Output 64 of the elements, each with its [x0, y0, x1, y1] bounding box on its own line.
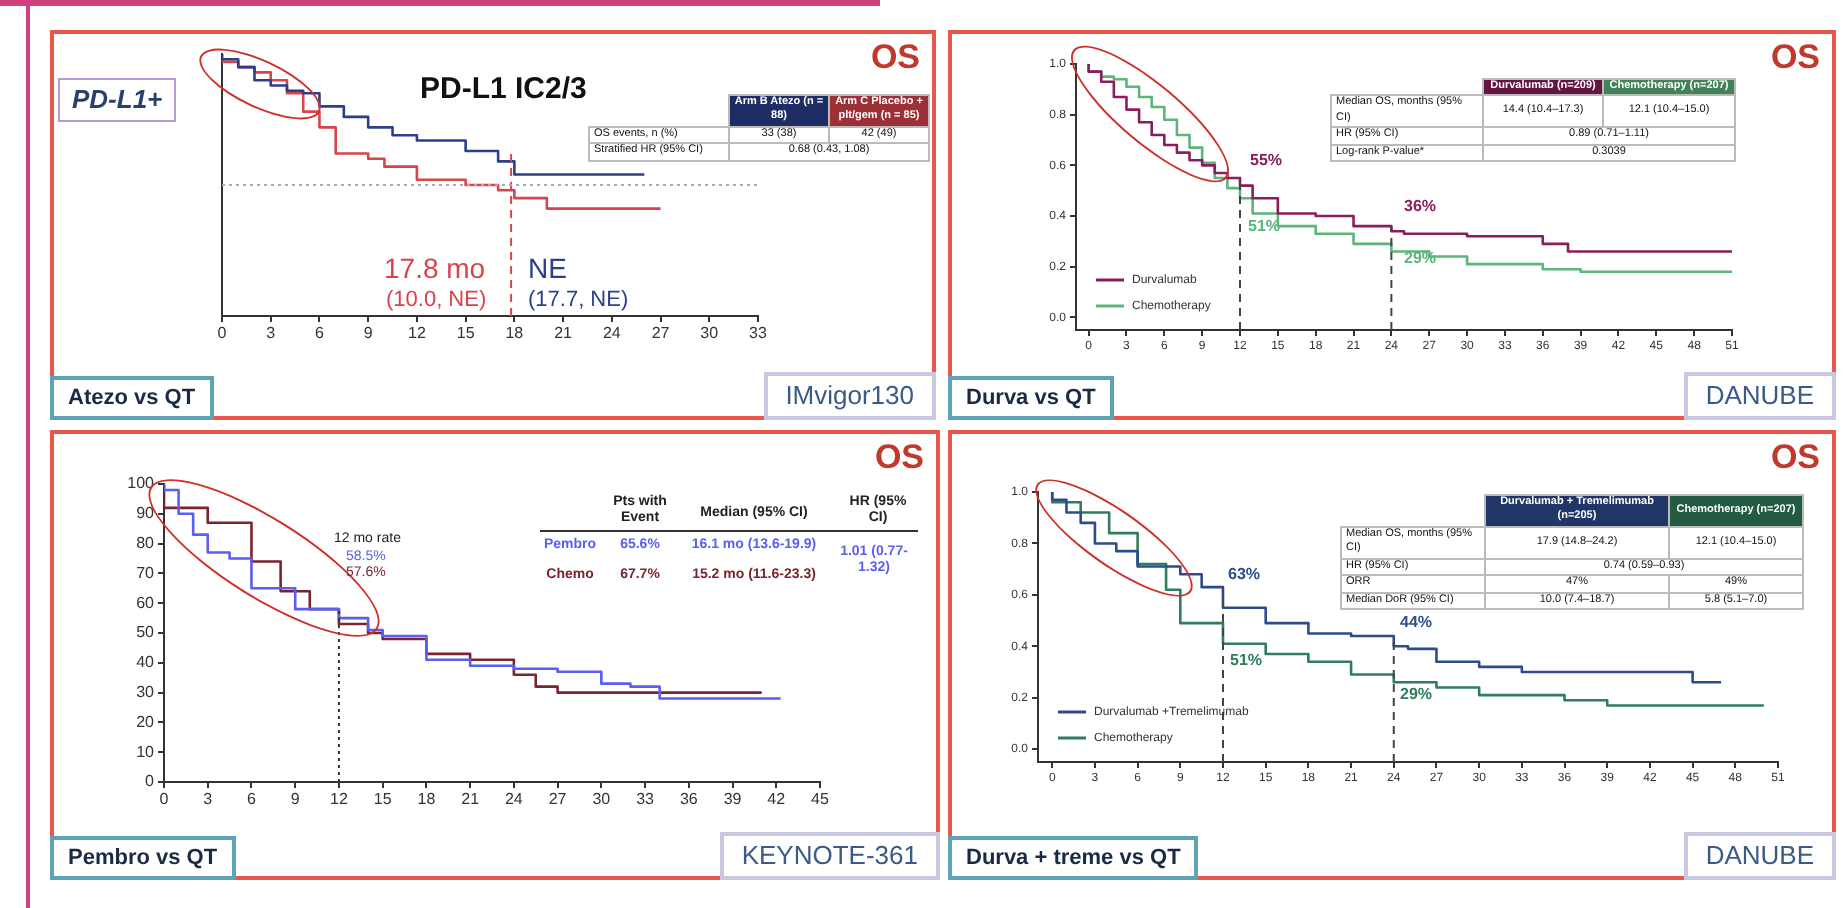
text: DANUBE [1683, 371, 1836, 420]
text: Atezo vs QT [50, 375, 214, 420]
text: OS [1770, 38, 1820, 78]
y-tick-label: 20 [136, 712, 156, 731]
annotation: 17.8 mo [384, 252, 486, 285]
text: Durva + treme vs QT [948, 835, 1199, 880]
y-tick-label: 60 [136, 593, 156, 612]
x-tick-label: 24 [602, 324, 622, 343]
x-tick-label: 15 [373, 790, 393, 809]
x-tick-label: 3 [266, 324, 277, 343]
x-tick-label: 21 [554, 324, 574, 343]
x-tick-label: 33 [636, 790, 656, 809]
annotation: 51% [1230, 651, 1263, 671]
y-tick-label: 80 [136, 534, 156, 553]
x-tick-label: 12 [330, 790, 349, 809]
x-tick-label: 18 [505, 324, 525, 343]
x-tick-label: 15 [456, 324, 476, 343]
x-tick-label: 39 [723, 790, 743, 809]
x-tick-label: 30 [700, 324, 720, 343]
text: IMvigor130 [763, 371, 936, 420]
annotation: (10.0, NE) [386, 288, 487, 313]
y-tick-label: 50 [136, 623, 156, 642]
x-tick-label: 9 [363, 324, 374, 343]
x-tick-label: 36 [679, 790, 699, 809]
x-tick-label: 0 [217, 324, 228, 343]
text: PD-L1+ [58, 78, 177, 123]
text: OS [1770, 438, 1820, 478]
y-tick-label: 90 [136, 504, 156, 523]
text: OS [870, 38, 920, 78]
text: OS [874, 438, 924, 478]
x-tick-label: 0 [159, 790, 170, 809]
text: Pembro vs QT [50, 835, 236, 880]
text: DANUBE [1683, 831, 1836, 880]
y-tick-label: 10 [136, 742, 156, 761]
x-tick-label: 45 [811, 790, 830, 809]
annotation: NE [528, 252, 567, 285]
x-tick-label: 6 [247, 790, 258, 809]
x-tick-label: 27 [651, 324, 671, 343]
x-tick-label: 24 [504, 790, 524, 809]
x-tick-label: 6 [315, 324, 325, 343]
annotation: (17.7, NE) [528, 288, 629, 313]
text: KEYNOTE-361 [719, 831, 940, 880]
y-tick-label: 30 [136, 683, 156, 702]
annotation: 29% [1404, 249, 1437, 269]
x-tick-label: 18 [417, 790, 437, 809]
x-tick-label: 9 [290, 790, 301, 809]
x-tick-label: 33 [749, 324, 768, 343]
annotation: 55% [1250, 151, 1283, 171]
x-tick-label: 21 [461, 790, 481, 809]
x-tick-label: 42 [767, 790, 787, 809]
text: Durva vs QT [948, 375, 1114, 420]
annotation: 63% [1228, 565, 1261, 585]
x-tick-label: 27 [548, 790, 568, 809]
y-tick-label: 40 [136, 653, 156, 672]
y-tick-label: 70 [136, 563, 156, 582]
y-tick-label: 100 [127, 474, 156, 493]
annotation: 51% [1248, 217, 1281, 237]
text: PD-L1 IC2/3 [420, 72, 587, 107]
annotation: 44% [1400, 613, 1433, 633]
x-tick-label: 3 [203, 790, 214, 809]
x-tick-label: 12 [408, 324, 427, 343]
x-tick-label: 30 [592, 790, 612, 809]
annotation: 36% [1404, 197, 1437, 217]
annotation: 29% [1400, 685, 1433, 705]
